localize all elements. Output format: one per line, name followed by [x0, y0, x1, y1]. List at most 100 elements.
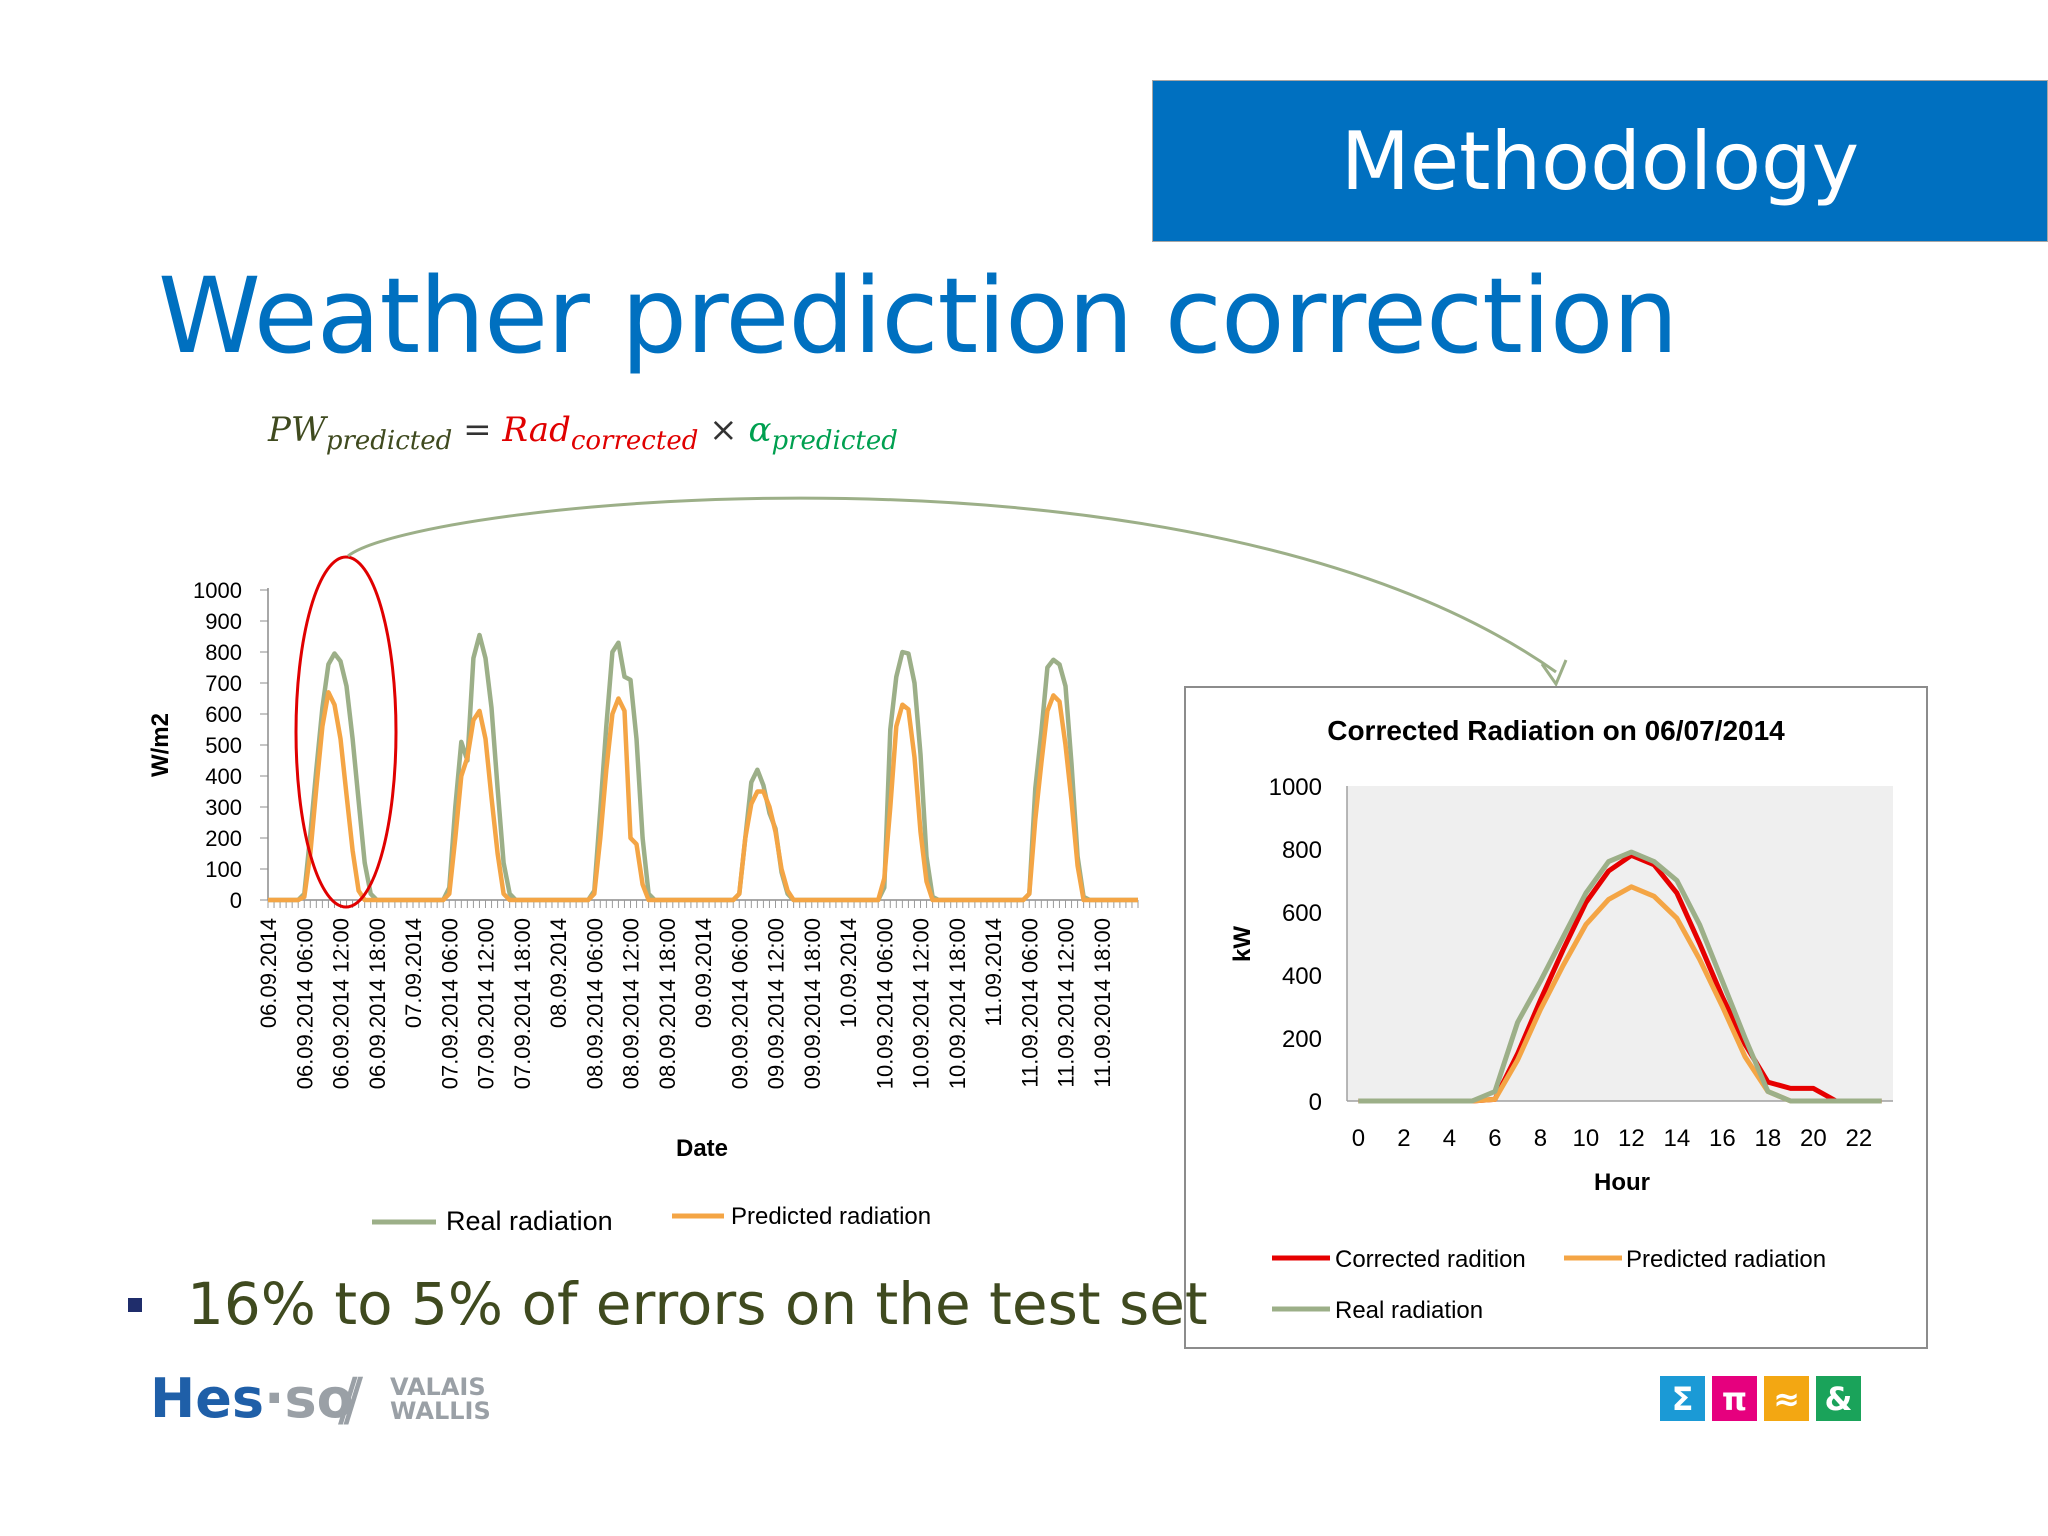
bullet-text: 16% to 5% of errors on the test set [187, 1270, 1208, 1338]
x-tick-label: 6 [1488, 1125, 1501, 1152]
x-axis-title: Hour [1594, 1169, 1650, 1196]
series-line-predicted [268, 690, 1138, 903]
slide-heading: Weather prediction correction [158, 255, 1678, 377]
x-tick-label: 11.09.2014 06:00 [1017, 918, 1042, 1088]
y-axis-title: W/m2 [147, 713, 174, 777]
x-tick-label: 08.09.2014 12:00 [619, 918, 644, 1089]
x-tick-label: 10.09.2014 18:00 [945, 918, 970, 1089]
x-tick-label: 07.09.2014 18:00 [510, 918, 535, 1089]
hourly-radiation-chart: Corrected Radiation on 06/07/20140200400… [1184, 686, 1928, 1349]
y-tick-label: 400 [205, 764, 242, 789]
x-tick-label: 10.09.2014 06:00 [872, 918, 897, 1089]
logo-slashes: // [338, 1365, 363, 1433]
series-line-real [268, 632, 1138, 903]
y-tick-label: 0 [230, 888, 242, 913]
x-tick-label: 11.09.2014 12:00 [1054, 918, 1079, 1088]
y-tick-label: 700 [205, 671, 242, 696]
formula-term1: Rad [502, 410, 571, 450]
x-tick-label: 09.09.2014 12:00 [764, 918, 789, 1089]
logo-wordmark: Hes·so [150, 1367, 354, 1430]
x-tick-label: 06.09.2014 12:00 [329, 918, 354, 1089]
pi-icon: π [1712, 1376, 1757, 1421]
x-tick-label: 08.09.2014 18:00 [655, 918, 680, 1089]
formula: PWpredicted = Radcorrected × αpredicted [268, 410, 898, 456]
formula-times: × [709, 410, 738, 450]
x-tick-label: 07.09.2014 12:00 [474, 918, 499, 1089]
logo-region: VALAIS WALLIS [390, 1375, 491, 1423]
y-tick-label: 300 [205, 795, 242, 820]
y-tick-label: 200 [1282, 1026, 1322, 1053]
x-tick-label: 09.09.2014 18:00 [800, 918, 825, 1089]
x-tick-label: 16 [1709, 1125, 1736, 1152]
x-tick-label: 10 [1573, 1125, 1600, 1152]
x-tick-label: 08.09.2014 06:00 [582, 918, 607, 1089]
formula-lhs-subscript: predicted [325, 426, 453, 456]
legend-label-corrected: Corrected radition [1335, 1246, 1526, 1273]
connector-arrowhead [1540, 659, 1568, 688]
symbol-icons: Σ π ≈ & [1660, 1376, 1861, 1421]
x-axis-title: Date [676, 1135, 728, 1162]
logo-hes: Hes [150, 1367, 264, 1430]
formula-term2: α [748, 410, 772, 450]
y-tick-label: 900 [205, 609, 242, 634]
y-tick-label: 400 [1282, 963, 1322, 990]
y-axis-title: kW [1229, 926, 1256, 962]
inset-chart-title: Corrected Radiation on 06/07/2014 [1327, 715, 1785, 746]
x-tick-label: 20 [1800, 1125, 1827, 1152]
y-tick-label: 800 [1282, 837, 1322, 864]
x-tick-label: 22 [1846, 1125, 1873, 1152]
section-title: Methodology [1340, 114, 1860, 208]
formula-term-corrected: Radcorrected [502, 410, 698, 456]
x-tick-label: 10.09.2014 12:00 [909, 918, 934, 1089]
x-tick-label: 12 [1618, 1125, 1645, 1152]
bullet-marker [128, 1298, 142, 1312]
logo-region-line2: WALLIS [390, 1397, 491, 1425]
formula-equals: = [463, 410, 492, 450]
x-tick-label: 10.09.2014 [836, 918, 861, 1028]
x-tick-label: 09.09.2014 [691, 918, 716, 1028]
x-tick-label: 4 [1443, 1125, 1456, 1152]
y-tick-label: 0 [1309, 1089, 1322, 1116]
series-line-real [1358, 849, 1882, 1104]
logo-so: so [284, 1367, 354, 1430]
sigma-icon: Σ [1660, 1376, 1705, 1421]
x-tick-label: 07.09.2014 06:00 [437, 918, 462, 1089]
x-tick-label: 06.09.2014 06:00 [292, 918, 317, 1089]
x-tick-label: 06.09.2014 [256, 918, 281, 1028]
x-tick-label: 8 [1534, 1125, 1547, 1152]
ampersand-icon: & [1816, 1376, 1861, 1421]
approx-icon: ≈ [1764, 1376, 1809, 1421]
x-tick-label: 09.09.2014 06:00 [727, 918, 752, 1089]
x-tick-label: 08.09.2014 [546, 918, 571, 1028]
x-tick-label: 2 [1397, 1125, 1410, 1152]
x-tick-label: 07.09.2014 [401, 918, 426, 1028]
formula-lhs: PW [268, 410, 326, 450]
legend-label-predicted: Predicted radiation [731, 1203, 931, 1230]
section-banner: Methodology [1152, 80, 2048, 242]
legend-label-real: Real radiation [1335, 1297, 1483, 1324]
timeseries-plot: 0100200300400500600700800900100006.09.20… [147, 496, 1568, 1236]
x-tick-label: 11.09.2014 [981, 918, 1006, 1026]
plot-area [1347, 786, 1893, 1101]
connector-arrow [347, 496, 1557, 674]
formula-term2-subscript: predicted [771, 426, 898, 456]
y-tick-label: 1000 [193, 578, 242, 603]
y-tick-label: 200 [205, 826, 242, 851]
logo-region-line1: VALAIS [390, 1373, 486, 1401]
formula-term1-subscript: corrected [570, 426, 699, 456]
legend-label-real: Real radiation [446, 1206, 613, 1236]
highlight-ellipse [294, 555, 398, 909]
y-tick-label: 600 [1282, 900, 1322, 927]
legend-label-predicted: Predicted radiation [1626, 1246, 1826, 1273]
y-tick-label: 600 [205, 702, 242, 727]
x-tick-label: 0 [1352, 1125, 1365, 1152]
x-tick-label: 18 [1755, 1125, 1782, 1152]
y-tick-label: 100 [205, 857, 242, 882]
y-tick-label: 800 [205, 640, 242, 665]
x-tick-label: 14 [1664, 1125, 1691, 1152]
y-tick-label: 500 [205, 733, 242, 758]
x-tick-label: 11.09.2014 18:00 [1090, 918, 1115, 1088]
x-tick-label: 06.09.2014 18:00 [365, 918, 390, 1089]
